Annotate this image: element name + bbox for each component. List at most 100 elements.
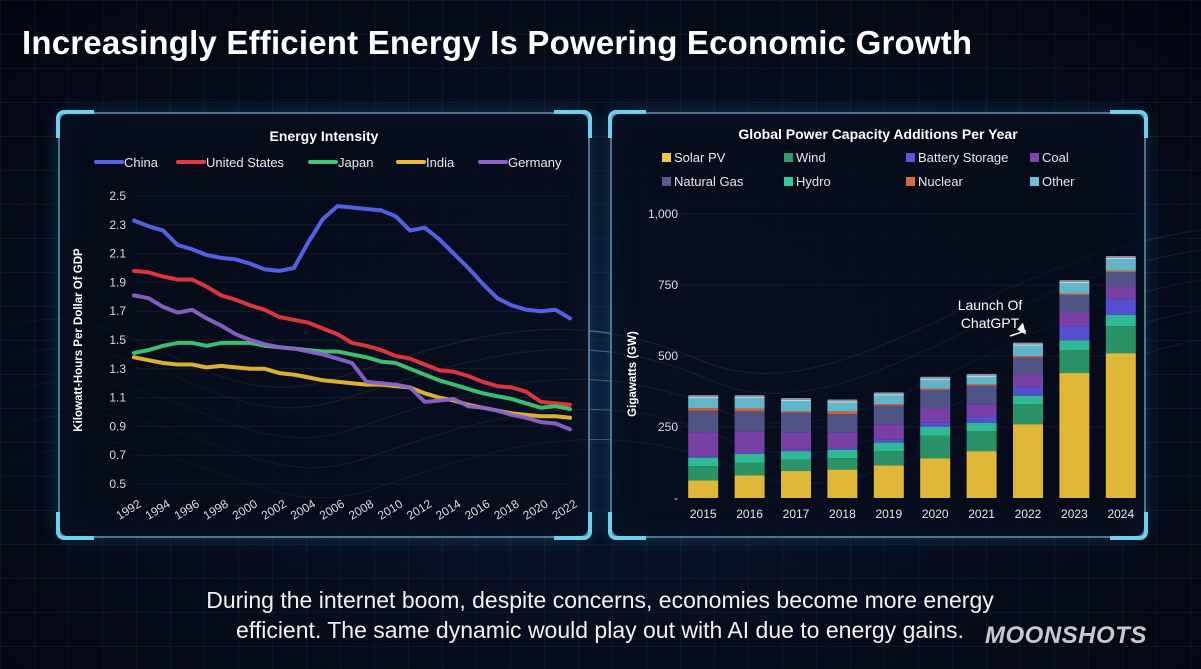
- x-tick-label: 2018: [829, 507, 856, 521]
- x-tick-label: 2016: [462, 497, 492, 523]
- bar-segment-battery: [781, 449, 811, 452]
- x-tick-label: 2022: [550, 497, 580, 523]
- bar-segment-battery: [1105, 299, 1136, 315]
- x-tick-label: 2006: [317, 497, 347, 523]
- bar-segment-coal: [966, 404, 997, 418]
- bar-segment-gas: [966, 385, 997, 405]
- legend-swatch-wind: [784, 153, 793, 162]
- bar-segment-hydro: [920, 427, 951, 436]
- bar-segment-wind: [1059, 350, 1090, 374]
- bar-segment-wind: [688, 466, 719, 481]
- bar-segment-other: [734, 397, 765, 409]
- bar-segment-nuclear: [966, 384, 997, 386]
- y-tick-label: 2.1: [109, 247, 126, 261]
- x-tick-label: 1994: [143, 497, 173, 523]
- bar-segment-coal: [1059, 311, 1090, 327]
- y-tick-label: 0.7: [109, 448, 126, 462]
- bar-top-highlight: [1059, 280, 1090, 284]
- bar-segment-other: [781, 400, 811, 412]
- bar-segment-nuclear: [734, 408, 765, 412]
- energy-intensity-chart: Energy Intensity China United States Japan I…: [73, 128, 580, 523]
- y-tick-label: 1.9: [109, 275, 126, 289]
- bar-segment-solar: [966, 451, 997, 498]
- x-tick-label: 2004: [288, 497, 318, 523]
- bar-segment-wind: [920, 435, 951, 459]
- bar-segment-other: [920, 378, 951, 389]
- bar-top-highlight: [781, 398, 811, 402]
- bar-segment-gas: [1105, 272, 1136, 287]
- bar-segment-wind: [966, 431, 997, 452]
- series-line-us: [132, 268, 572, 407]
- series-line-japan: [132, 340, 572, 412]
- bar-segment-other: [688, 397, 719, 408]
- bar-segment-hydro: [688, 457, 719, 467]
- x-tick-label: 2017: [783, 507, 810, 521]
- x-tick-label: 1998: [201, 497, 231, 523]
- legend-label-hydro: Hydro: [796, 174, 831, 189]
- bar-segment-other: [1105, 258, 1136, 271]
- bar-segment-other: [827, 401, 858, 412]
- bar-segment-coal: [1105, 286, 1136, 300]
- bar-segment-gas: [1059, 294, 1090, 312]
- legend-swatch-battery: [906, 153, 915, 162]
- annotation-arrow-head: [1017, 322, 1026, 335]
- legend-swatch-nuclear: [906, 177, 915, 186]
- corner-accent: [608, 110, 646, 138]
- annotation-label-line-2: ChatGPT: [961, 315, 1020, 331]
- bar-segment-nuclear: [827, 411, 858, 415]
- x-tick-label: 2024: [1107, 507, 1134, 521]
- corner-accent: [554, 110, 592, 138]
- y-tick-label: 2.3: [109, 218, 126, 232]
- y-tick-label: 1.3: [109, 362, 126, 376]
- bar-top-highlight: [873, 392, 904, 396]
- bar-segment-hydro: [1059, 340, 1090, 351]
- legend-label-other: Other: [1042, 174, 1075, 189]
- page-title: Increasingly Efficient Energy Is Powerin…: [22, 24, 973, 61]
- bar-segment-gas: [1013, 357, 1043, 375]
- bar-segment-wind: [827, 458, 858, 470]
- bar-segment-coal: [873, 424, 904, 440]
- legend-label-coal: Coal: [1042, 150, 1069, 165]
- bar-segment-solar: [1059, 373, 1090, 498]
- bar-segment-wind: [1105, 326, 1136, 354]
- x-tick-label: 2015: [690, 507, 717, 521]
- bar-segment-wind: [873, 451, 904, 466]
- bar-segment-battery: [1059, 326, 1090, 341]
- bar-segment-coal: [734, 431, 765, 453]
- bar-segment-other: [1059, 282, 1090, 294]
- legend-label-us: United States: [206, 155, 285, 170]
- x-tick-label: 1996: [172, 497, 202, 523]
- x-tick-label: 2008: [346, 497, 376, 523]
- bar-segment-hydro: [966, 422, 997, 432]
- bar-segment-nuclear: [688, 407, 719, 411]
- bar-segment-nuclear: [1059, 293, 1090, 295]
- bar-segment-coal: [688, 432, 719, 457]
- bar-segment-nuclear: [781, 411, 811, 413]
- bar-segment-wind: [1013, 404, 1043, 425]
- bar-segment-gas: [734, 411, 765, 432]
- bar-segment-coal: [920, 408, 951, 423]
- y-tick-label: 1.7: [109, 304, 126, 318]
- x-tick-label: 2019: [875, 507, 902, 521]
- capacity-additions-panel: Global Power Capacity Additions Per Year…: [608, 110, 1148, 540]
- bar-segment-nuclear: [873, 404, 904, 406]
- bar-segment-coal: [781, 432, 811, 450]
- energy-intensity-panel: Energy Intensity China United States Japan I…: [56, 110, 592, 540]
- legend-label-solar: Solar PV: [674, 150, 726, 165]
- bar-segment-solar: [827, 469, 858, 498]
- caption: During the internet boom, despite concer…: [40, 585, 1160, 645]
- bar-segment-other: [966, 375, 997, 385]
- series-line-germany: [132, 293, 572, 432]
- legend-label-battery: Battery Storage: [918, 150, 1008, 165]
- legend-label-germany: Germany: [508, 155, 562, 170]
- corner-accent: [56, 110, 94, 138]
- bar-segment-solar: [920, 458, 951, 498]
- y-tick-label: 250: [658, 420, 678, 434]
- bar-segment-battery: [688, 456, 719, 458]
- bar-segment-solar: [734, 475, 765, 498]
- bar-segment-hydro: [827, 449, 858, 459]
- bar-segment-solar: [1105, 353, 1136, 498]
- legend-label-japan: Japan: [338, 155, 373, 170]
- x-tick-label: 2020: [520, 497, 550, 523]
- x-tick-label: 2016: [736, 507, 763, 521]
